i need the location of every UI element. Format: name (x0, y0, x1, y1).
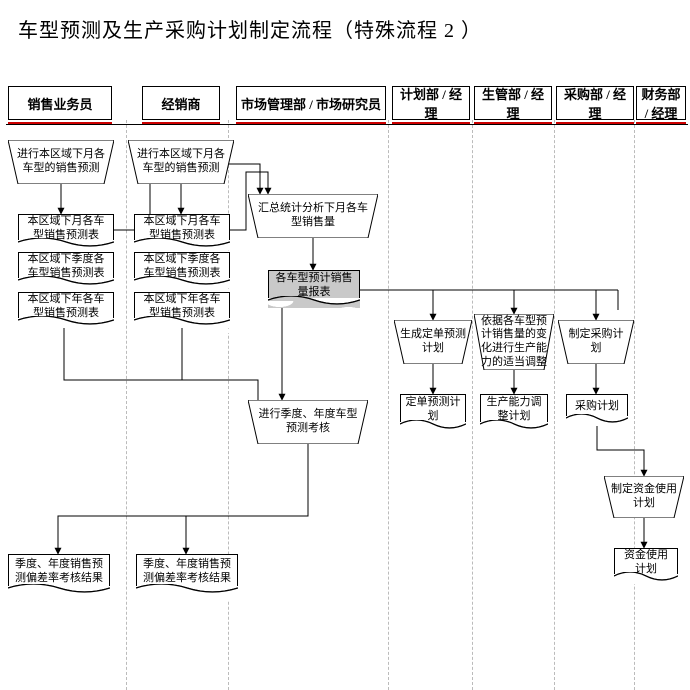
document-d_fund: 资金使用计划 (614, 548, 678, 584)
lane-header-market: 市场管理部 / 市场研究员 (236, 86, 386, 120)
document-d_sales_q: 本区域下季度各车型销售预测表 (18, 252, 114, 288)
diagram-stage: 车型预测及生产采购计划制定流程（特殊流程 2 ） 销售业务员经销商市场管理部 /… (0, 0, 690, 690)
lane-separator (388, 120, 389, 690)
lane-separator (228, 120, 229, 690)
document-d_report: 各车型预计销售量报表 (268, 270, 360, 308)
process-t_genorder: 生成定单预测计划 (394, 320, 472, 364)
lane-header-purch: 采购部 / 经理 (556, 86, 634, 120)
lane-separator (472, 120, 473, 690)
lane-separator (634, 120, 635, 690)
document-d_dealer_y: 本区域下年各车型销售预测表 (134, 292, 230, 328)
document-d_adjust: 生产能力调整计划 (480, 394, 548, 432)
process-t_purch: 制定采购计划 (558, 320, 634, 364)
document-d_dealer_m: 本区域下月各车型销售预测表 (134, 214, 230, 250)
lane-header-prod: 生管部 / 经理 (474, 86, 552, 120)
document-d_sales_m: 本区域下月各车型销售预测表 (18, 214, 114, 250)
process-t_sales_pred: 进行本区域下月各车型的销售预测 (8, 140, 114, 184)
lane-header-dealer: 经销商 (142, 86, 220, 120)
document-d_res_sales: 季度、年度销售预测偏差率考核结果 (8, 554, 110, 596)
process-t_review: 进行季度、年度车型预测考核 (248, 400, 368, 444)
header-divider (6, 124, 688, 125)
lane-separator (554, 120, 555, 690)
lane-header-sales: 销售业务员 (8, 86, 112, 120)
document-d_purch: 采购计划 (566, 394, 628, 426)
page-title: 车型预测及生产采购计划制定流程（特殊流程 2 ） (18, 14, 482, 43)
document-d_res_dealer: 季度、年度销售预测偏差率考核结果 (136, 554, 238, 596)
lane-header-plan: 计划部 / 经理 (392, 86, 470, 120)
process-t_dealer_pred: 进行本区域下月各车型的销售预测 (128, 140, 234, 184)
lane-header-fin: 财务部 / 经理 (636, 86, 686, 120)
process-t_adjust: 依据各车型预计销售量的变化进行生产能力的适当调整 (474, 314, 554, 370)
process-t_summarize: 汇总统计分析下月各车型销售量 (248, 194, 378, 238)
process-t_fund: 制定资金使用计划 (604, 476, 684, 518)
lane-separator (126, 120, 127, 690)
document-d_dealer_q: 本区域下季度各车型销售预测表 (134, 252, 230, 288)
document-d_order: 定单预测计划 (400, 394, 466, 432)
document-d_sales_y: 本区域下年各车型销售预测表 (18, 292, 114, 328)
